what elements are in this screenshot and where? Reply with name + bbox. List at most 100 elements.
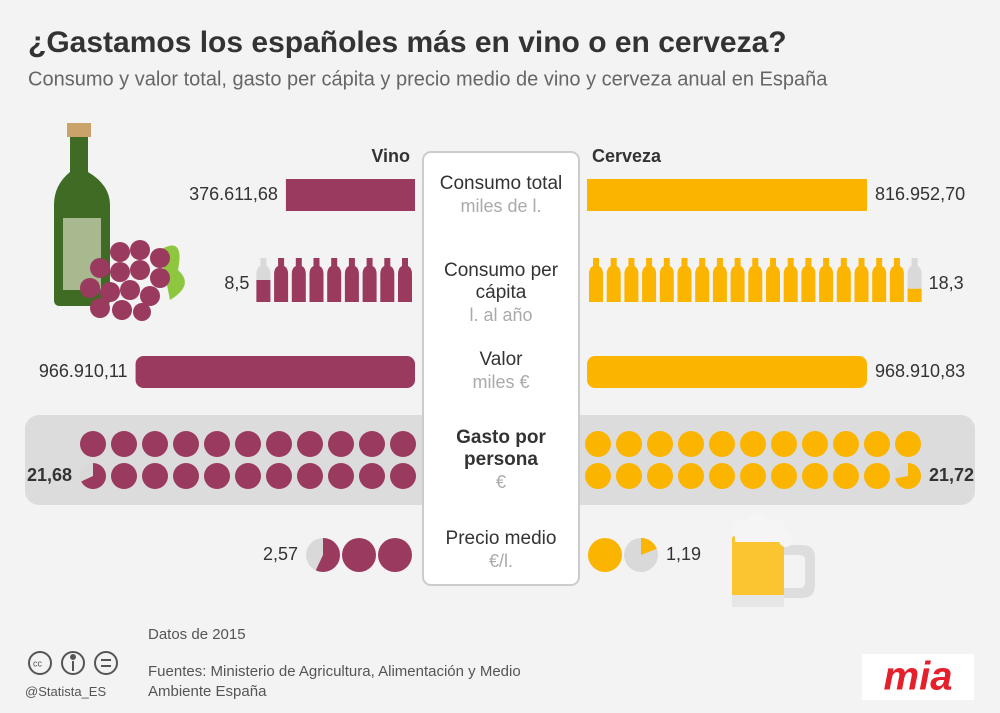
bottle-fill — [398, 258, 412, 302]
bottle-fill — [801, 258, 816, 302]
bottle-fill — [677, 258, 692, 302]
dot — [173, 431, 199, 457]
bottle — [836, 258, 851, 302]
bottle-fill — [695, 258, 710, 302]
value-label: 21,68 — [27, 465, 72, 485]
bottle — [766, 258, 780, 302]
dot-fill — [895, 431, 921, 457]
title: ¿Gastamos los españoles más en vino o en… — [28, 26, 787, 59]
dot-fill — [173, 463, 199, 489]
dot — [297, 431, 323, 457]
bottle — [344, 258, 359, 302]
bottle — [589, 258, 603, 302]
bottle-fill — [712, 258, 727, 302]
dot-fill — [709, 431, 735, 457]
dot — [173, 463, 199, 489]
dot — [678, 431, 704, 457]
bottle — [642, 258, 657, 302]
dot — [390, 431, 416, 457]
dot-fill — [740, 431, 766, 457]
dot — [895, 431, 921, 457]
dot-fill — [390, 431, 416, 457]
dot-fill — [173, 431, 199, 457]
dot-fill — [709, 463, 735, 489]
dot — [833, 431, 859, 457]
row-label: Precio medio €/l. — [423, 528, 579, 572]
dot-fill — [802, 431, 828, 457]
bottle-fill — [836, 258, 851, 302]
unit: € — [495, 472, 506, 492]
dot — [235, 463, 261, 489]
dot — [709, 431, 735, 457]
bottle-fill — [748, 258, 763, 302]
dot-fill — [616, 463, 642, 489]
dot — [709, 463, 735, 489]
value-label: 816.952,70 — [875, 184, 965, 204]
dot-fill — [647, 431, 673, 457]
bottle-fill — [624, 258, 639, 302]
dot — [802, 431, 828, 457]
value-label: 968.910,83 — [875, 361, 965, 381]
bottle — [380, 258, 395, 302]
bottle-fill — [256, 280, 271, 302]
dot — [359, 463, 385, 489]
dot-fill — [328, 431, 354, 457]
unit: €/l. — [488, 551, 513, 571]
wine-icon — [54, 123, 185, 321]
dot-fill — [641, 538, 657, 555]
dot-fill — [771, 463, 797, 489]
dot-fill — [740, 463, 766, 489]
category: Precio medio — [445, 528, 557, 549]
row-label: Consumo per cápita l. al año — [423, 260, 579, 326]
cc-icons: cc — [28, 651, 118, 675]
bottle — [659, 258, 674, 302]
category: Consumo per cápita — [443, 260, 559, 303]
bottle — [748, 258, 763, 302]
bottle — [730, 258, 745, 302]
dot — [740, 431, 766, 457]
dot — [585, 431, 611, 457]
beer-icon — [732, 513, 815, 607]
dot-fill — [111, 463, 137, 489]
unit: miles € — [472, 372, 530, 392]
footer-year: Datos de 2015 — [148, 626, 246, 643]
bar — [587, 356, 867, 388]
unit: l. al año — [469, 305, 533, 325]
category: Valor — [479, 349, 523, 370]
dot — [740, 463, 766, 489]
logo-box — [862, 654, 974, 700]
dot-fill — [80, 431, 106, 457]
row-label: Consumo total miles de l. — [423, 173, 579, 217]
bottle-fill — [730, 258, 745, 302]
bottle-fill — [274, 258, 289, 302]
dot — [390, 463, 416, 489]
svg-text:cc: cc — [33, 658, 43, 668]
bottle — [362, 258, 377, 302]
bottle-fill — [291, 258, 306, 302]
dot-fill — [802, 463, 828, 489]
bottle-fill — [606, 258, 621, 302]
dot — [895, 463, 921, 489]
dot-fill — [588, 538, 622, 572]
dot-fill — [297, 463, 323, 489]
bottle-fill — [854, 258, 869, 302]
bottle — [889, 258, 904, 302]
dot — [616, 431, 642, 457]
bottle — [819, 258, 834, 302]
dot — [235, 431, 261, 457]
dot-fill — [647, 463, 673, 489]
dot — [142, 463, 168, 489]
value-label: 21,72 — [929, 465, 974, 485]
dot-fill — [585, 431, 611, 457]
logo: mia — [884, 655, 953, 699]
dot — [266, 431, 292, 457]
unit: miles de l. — [460, 196, 542, 216]
dot-fill — [315, 538, 340, 572]
bottle — [783, 258, 798, 302]
footer-sources: Fuentes: Ministerio de Agricultura, Alim… — [148, 663, 521, 700]
dot — [771, 431, 797, 457]
dot — [678, 463, 704, 489]
dot — [266, 463, 292, 489]
bar — [135, 356, 415, 388]
dot-fill — [678, 463, 704, 489]
